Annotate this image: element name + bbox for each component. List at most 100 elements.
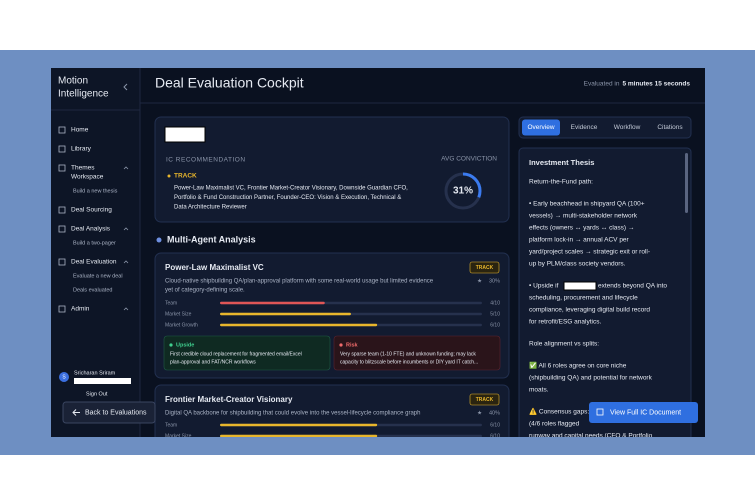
nav-item[interactable]: Workspace <box>71 174 104 181</box>
back-label[interactable]: Back to Evaluations <box>85 409 147 416</box>
thesis-text: ✅ All 6 roles agree on core niche <box>529 362 627 370</box>
thesis-text: Return-the-Fund path: <box>529 179 593 186</box>
metric-score: 5/10 <box>490 311 500 317</box>
recommendation-text: Power-Law Maximalist VC, Frontier Market… <box>174 186 408 192</box>
brand: Motion <box>58 76 88 87</box>
redacted <box>563 281 597 291</box>
view-label[interactable]: View Full IC Document <box>610 409 681 416</box>
agent-name: Power-Law Maximalist VC <box>165 263 264 272</box>
nav-subitem[interactable]: Build a new thesis <box>73 188 118 194</box>
thesis-text: runway and capital needs (CFO & Portfoli… <box>529 433 653 440</box>
badge <box>469 261 500 274</box>
metric-bar <box>220 301 325 305</box>
nav-item[interactable]: Deal Evaluation <box>71 259 117 266</box>
agent-description: Digital QA backbone for shipbuilding tha… <box>165 411 420 417</box>
thesis-text: • Upside if <box>529 283 559 290</box>
thesis-text: for retrofit/ESG analytics. <box>529 319 601 326</box>
badge-text: TRACK <box>476 265 494 271</box>
tab-active[interactable] <box>522 119 560 136</box>
nav-subitem[interactable]: Build a two-pager <box>73 240 116 246</box>
section-label: AVG CONVICTION <box>441 156 497 163</box>
nav-item[interactable]: Library <box>71 146 92 153</box>
page-title: Deal Evaluation Cockpit <box>155 75 304 91</box>
view-icon <box>596 408 604 416</box>
nav-icon[interactable] <box>58 258 66 266</box>
thesis-panel <box>518 147 692 437</box>
thesis-text: • Early beachhead in shipyard QA (100+ <box>529 201 645 208</box>
nav-icon[interactable] <box>58 145 66 153</box>
agent-conviction: 40% <box>489 410 500 416</box>
upside-icon <box>169 343 173 347</box>
metric-name: Market Growth <box>165 322 198 328</box>
nav-item[interactable]: Admin <box>71 306 90 313</box>
status-dot <box>167 174 171 178</box>
nav-item[interactable]: Home <box>71 127 89 134</box>
sign-out[interactable]: Sign Out <box>86 391 108 397</box>
thesis-text: Role alignment vs splits: <box>529 341 599 348</box>
risk-title: Risk <box>346 342 359 348</box>
recommendation-text: Data Architecture Reviewer <box>174 205 247 211</box>
tab[interactable]: Overview <box>527 124 554 131</box>
metric-bar <box>220 323 378 327</box>
chevron <box>123 166 129 170</box>
avatar-initial: S <box>62 374 66 380</box>
ring-value <box>444 172 482 210</box>
recommendation-card <box>154 116 510 223</box>
back-arrow <box>72 409 80 416</box>
evaluated-prefix: Evaluated in <box>584 81 620 88</box>
chevron <box>123 260 129 264</box>
metric-name: Team <box>165 422 177 428</box>
thesis-text: (shipbuilding QA) and potential for netw… <box>529 375 653 382</box>
tab[interactable]: Evidence <box>571 124 598 131</box>
nav-item[interactable]: Deal Sourcing <box>71 207 112 214</box>
nav-icon[interactable] <box>58 305 66 313</box>
agent-conviction: 30% <box>489 278 500 284</box>
thesis-text: effects (owners ↔ yards ↔ class) → <box>529 225 634 232</box>
scrollbar <box>685 153 688 213</box>
main: Motion Intelligence Home Library Themes Works… <box>58 75 692 440</box>
nav-icon[interactable] <box>58 164 66 172</box>
metric-score: 6/10 <box>490 322 500 328</box>
chevron <box>123 227 129 231</box>
tab[interactable]: Citations <box>657 124 683 131</box>
back-button[interactable] <box>62 401 156 424</box>
metric-name: Market Size <box>165 311 192 317</box>
nav-icon[interactable] <box>58 206 66 214</box>
metric-bar <box>220 423 378 427</box>
metric-name: Market Size <box>165 433 192 439</box>
section-icon <box>156 237 162 243</box>
avatar <box>59 372 69 382</box>
brand: Intelligence <box>58 89 109 100</box>
nav-item[interactable]: Deal Analysis <box>71 226 111 233</box>
redacted <box>164 126 206 143</box>
recommendation-text: Portfolio & Fund Construction Partner, F… <box>174 195 401 201</box>
metric-bar <box>220 312 351 316</box>
section-heading: Multi-Agent Analysis <box>167 234 256 244</box>
risk-text: capacity to blitzscale before incumbents… <box>340 359 478 365</box>
view-button[interactable] <box>589 402 698 423</box>
thesis-text: (4/6 roles flagged <box>529 421 580 428</box>
thesis-text: yard/project scales → strategic exit or … <box>529 249 650 256</box>
agent-description: Cloud-native shipbuilding QA/plan-approv… <box>165 279 434 285</box>
nav-icon[interactable] <box>58 225 66 233</box>
nav-icon[interactable] <box>58 126 66 134</box>
upside-title: Upside <box>176 342 194 348</box>
upside-text: plan-approval and FAT/NCR workflows <box>170 359 256 365</box>
nav-subitem[interactable]: Evaluate a new deal <box>73 273 123 279</box>
risk-icon <box>339 343 343 347</box>
user-name: Sricharan Sriram <box>74 370 116 376</box>
collapse-icon <box>123 83 128 91</box>
agent-description: yet of category-defining scale. <box>165 288 245 294</box>
metric-score: 6/10 <box>490 433 500 439</box>
agent-name: Frontier Market-Creator Visionary <box>165 395 293 404</box>
redacted <box>74 378 131 384</box>
thesis-text: extends beyond QA into <box>598 283 667 290</box>
thesis-text: platform lock-in → annual ACV per <box>529 237 630 244</box>
thesis-text: vessels) → multi-stakeholder network <box>529 213 638 220</box>
nav-item[interactable]: Themes <box>71 165 95 172</box>
tab[interactable]: Workflow <box>614 124 641 131</box>
metric-score: 6/10 <box>490 422 500 428</box>
nav-subitem[interactable]: Deals evaluated <box>73 287 112 293</box>
